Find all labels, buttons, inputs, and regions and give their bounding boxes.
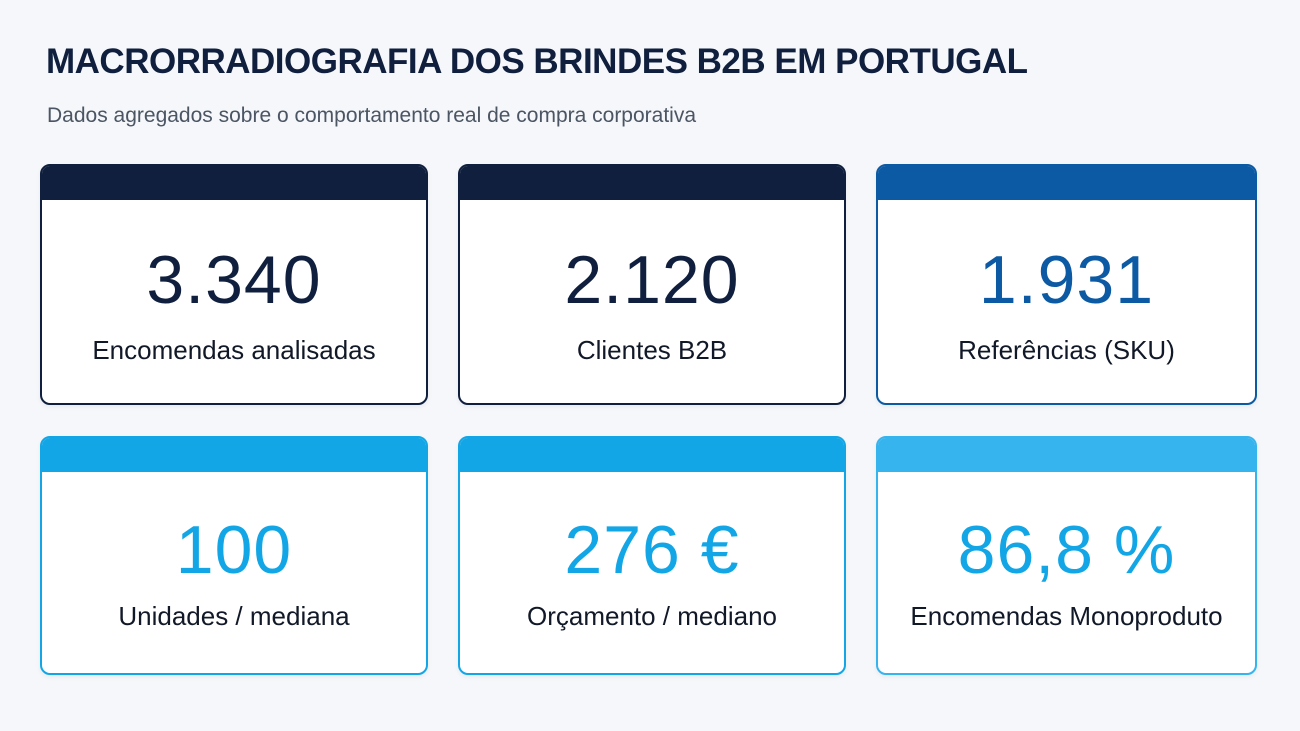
kpi-card-units: 100 Unidades / mediana (40, 436, 428, 675)
kpi-card-orders: 3.340 Encomendas analisadas (40, 164, 428, 405)
kpi-card-clients: 2.120 Clientes B2B (458, 164, 846, 405)
kpi-card-budget: 276 € Orçamento / mediano (458, 436, 846, 675)
card-header-bar (460, 438, 844, 472)
kpi-label: Orçamento / mediano (526, 601, 777, 631)
kpi-card-skus: 1.931 Referências (SKU) (876, 164, 1257, 405)
page-title: MACRORRADIOGRAFIA DOS BRINDES B2B EM POR… (46, 42, 1028, 81)
kpi-value: 86,8 % (957, 512, 1176, 588)
card-header-bar (460, 166, 844, 200)
card-header-bar (878, 166, 1255, 200)
kpi-label: Encomendas analisadas (92, 335, 376, 365)
card-header-bar (878, 438, 1255, 472)
kpi-value: 276 € (564, 512, 740, 588)
kpi-card-monoproduct: 86,8 % Encomendas Monoproduto (876, 436, 1257, 675)
kpi-label: Encomendas Monoproduto (910, 601, 1223, 631)
page-subtitle: Dados agregados sobre o comportamento re… (47, 104, 697, 127)
card-header-bar (42, 438, 426, 472)
kpi-value: 100 (175, 512, 293, 588)
kpi-value: 2.120 (564, 242, 740, 318)
kpi-value: 1.931 (978, 242, 1155, 318)
kpi-value: 3.340 (146, 242, 322, 318)
kpi-grid: 3.340 Encomendas analisadas 2.120 Client… (40, 164, 1257, 675)
card-header-bar (42, 166, 426, 200)
kpi-label: Referências (SKU) (958, 335, 1175, 365)
kpi-label: Clientes B2B (576, 335, 728, 365)
kpi-label: Unidades / mediana (118, 601, 350, 631)
